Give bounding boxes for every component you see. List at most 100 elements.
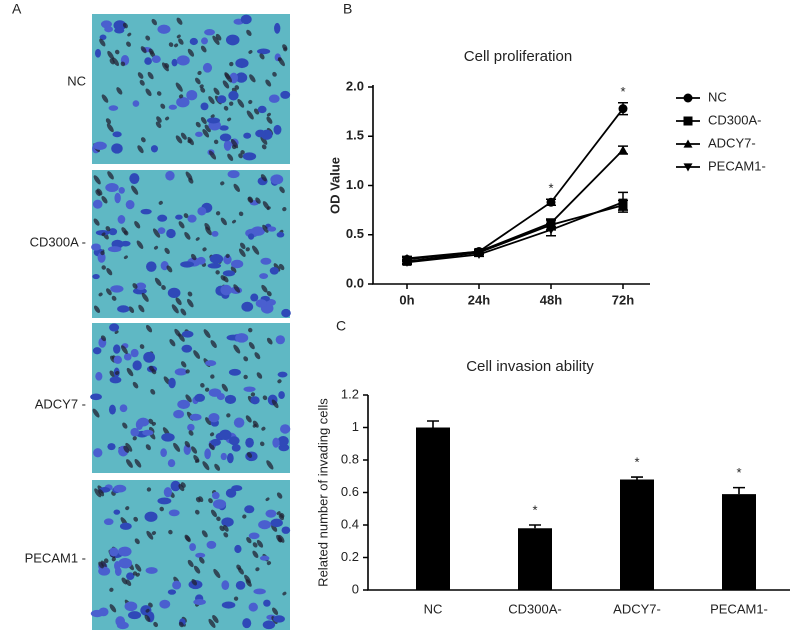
pore	[94, 488, 102, 498]
cell	[123, 353, 132, 361]
y-tick-label: 0.8	[341, 451, 359, 466]
pore	[191, 578, 198, 586]
y-tick-label: 1.2	[341, 386, 359, 401]
cell	[166, 228, 176, 239]
pore	[105, 226, 111, 232]
significance: *	[736, 465, 741, 480]
pore	[233, 596, 239, 601]
pore	[187, 48, 195, 57]
cell	[195, 552, 206, 558]
legend-marker	[683, 116, 693, 126]
pore	[187, 139, 192, 144]
cell	[157, 214, 168, 222]
pore	[100, 250, 105, 256]
pore	[276, 492, 283, 499]
pore	[168, 529, 173, 535]
pore	[256, 539, 264, 548]
cell	[221, 580, 230, 591]
cell	[95, 371, 103, 381]
cell	[132, 100, 140, 107]
pore	[137, 145, 144, 154]
cell	[176, 55, 190, 66]
pore	[109, 587, 114, 592]
pore	[109, 604, 117, 613]
pore	[112, 57, 120, 67]
cell	[126, 572, 135, 581]
pore	[210, 340, 217, 349]
pore	[180, 482, 186, 488]
pore	[250, 392, 256, 397]
cell	[143, 351, 156, 363]
cell	[175, 214, 183, 220]
pore	[176, 34, 181, 39]
pore	[100, 335, 107, 342]
cell	[144, 57, 152, 65]
pore	[194, 509, 200, 515]
pore	[174, 43, 179, 48]
cell	[135, 282, 147, 291]
pore	[223, 105, 229, 111]
cell	[105, 183, 119, 193]
pore	[195, 121, 201, 128]
pore	[122, 22, 128, 29]
cell	[107, 246, 122, 253]
pore	[220, 217, 227, 226]
cell	[189, 37, 198, 46]
cell	[93, 448, 103, 458]
pore	[121, 577, 128, 585]
pore	[246, 29, 252, 36]
pore	[193, 350, 201, 359]
pore	[116, 87, 123, 95]
cell	[118, 558, 133, 569]
cell	[186, 89, 198, 101]
pore	[230, 138, 239, 149]
cell	[167, 459, 176, 468]
pore	[188, 430, 194, 436]
pore	[146, 530, 154, 540]
image-label: NC	[67, 73, 86, 88]
pore	[255, 567, 260, 572]
series-line	[406, 204, 624, 263]
cell	[241, 301, 254, 312]
pore	[161, 285, 166, 290]
cell	[202, 62, 213, 73]
pore	[242, 514, 247, 519]
cell	[208, 388, 222, 397]
pore	[255, 197, 261, 204]
cell	[111, 143, 123, 154]
pore	[239, 242, 246, 250]
legend-label: NC	[708, 89, 727, 104]
cell	[262, 620, 276, 630]
pore	[123, 255, 128, 260]
pore	[164, 247, 170, 255]
pore	[183, 213, 189, 219]
cell	[145, 567, 158, 574]
pore	[225, 253, 230, 259]
pore	[114, 49, 120, 55]
y-axis-label: OD Value	[327, 157, 342, 214]
pore	[248, 50, 253, 54]
pore	[244, 574, 251, 584]
pore	[266, 116, 273, 124]
pore	[195, 77, 201, 85]
cell	[196, 256, 206, 265]
cell	[248, 602, 258, 612]
cell	[221, 601, 236, 609]
bar	[620, 479, 654, 590]
cell	[189, 413, 202, 421]
marker	[618, 198, 628, 207]
cell	[231, 485, 243, 492]
pore	[246, 537, 252, 544]
pore	[261, 284, 268, 293]
pore	[126, 459, 133, 468]
cell	[243, 386, 256, 392]
significance: *	[548, 181, 553, 196]
cell	[240, 14, 252, 25]
pore	[259, 441, 265, 447]
pore	[107, 50, 114, 60]
pore	[131, 185, 139, 195]
pore	[200, 87, 206, 93]
cell	[273, 124, 282, 135]
pore	[248, 327, 253, 333]
cell	[194, 393, 206, 402]
